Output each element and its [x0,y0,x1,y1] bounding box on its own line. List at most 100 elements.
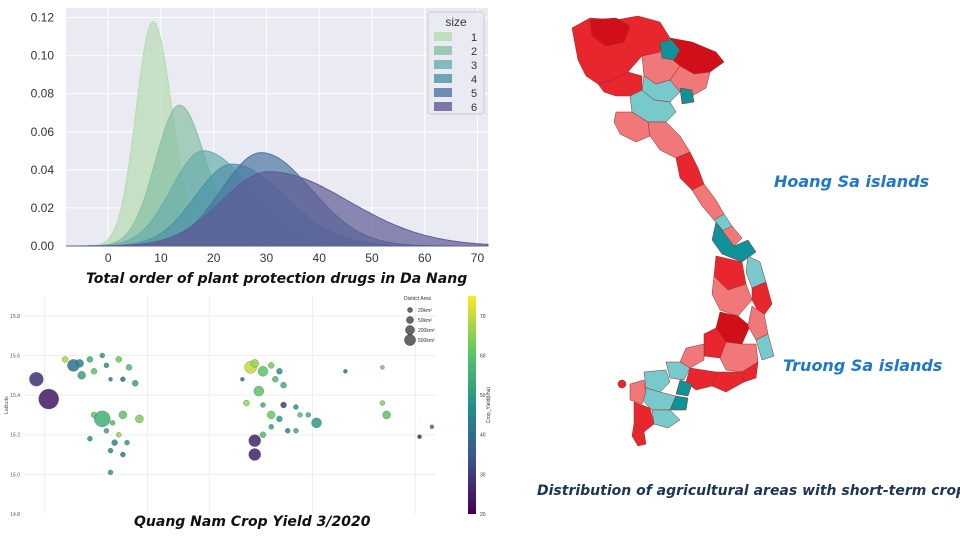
scatter-colorbar-tick-label: 50 [480,393,486,399]
scatter-point [87,436,93,442]
scatter-point [250,359,259,368]
scatter-y-axis-label: Latitude [4,396,10,414]
scatter-y-tick-label: 15.4 [10,393,20,399]
scatter-point [257,366,269,377]
scatter-point [297,412,303,418]
scatter-point [120,451,126,458]
scatter-point [382,410,391,420]
map-region-binh-thuan [711,371,745,393]
scatter-size-legend-marker [405,325,415,335]
scatter-size-legend-marker [406,316,414,324]
scatter-point [280,382,287,389]
scatter-point [285,428,291,434]
scatter-point [267,410,276,420]
map-region-nghe-an [647,121,691,159]
scatter-point [293,404,299,410]
map-region-ha-tinh [675,151,705,191]
scatter-chart: 15.8 15.6 15.4 15.2 15.0 14.8 Latitude District… [4,296,492,518]
scatter-size-legend-marker [407,307,413,313]
map-region-tay-ninh [665,361,691,381]
scatter-size-legend-label: 20km² [418,308,432,314]
kde-legend-swatch-1 [434,32,452,41]
hoang-sa-label: Hoang Sa islands [774,172,930,191]
vietnam-map-panel [520,0,960,540]
scatter-point [75,359,84,368]
kde-x-tick-label: 60 [418,251,432,265]
scatter-size-legend-title: District Area [404,296,431,302]
kde-chart-caption: Total order of plant protection drugs in… [86,271,468,287]
scatter-y-tick-label: 15.6 [10,353,20,359]
scatter-point [243,399,250,407]
map-region-lam-dong [719,341,759,373]
map-region-khanh-hoa [755,333,775,361]
scatter-point [109,420,116,426]
kde-legend-label-2: 2 [471,46,477,58]
scatter-point [38,388,59,410]
scatter-point [103,362,110,369]
kde-legend-label-6: 6 [471,102,477,114]
kde-y-tick-label: 0.04 [31,163,55,177]
scatter-size-legend-marker [404,334,416,346]
scatter-point [248,448,261,461]
scatter-point [86,356,94,363]
scatter-point [429,424,435,429]
scatter-point [268,362,275,369]
map-region-dong-nai [685,367,717,391]
kde-chart: 0.00 0.02 0.04 0.06 0.08 0.10 0.12 0 10 20 30 40 50 6… [31,8,489,265]
scatter-point [111,439,118,446]
scatter-colorbar-tick-label: 40 [480,433,486,439]
kde-y-tick-label: 0.12 [31,11,55,25]
kde-legend-swatch-2 [434,46,452,55]
truong-sa-label: Truong Sa islands [783,356,943,375]
scatter-plot-area [24,296,436,514]
kde-y-tick-label: 0.02 [31,201,55,215]
scatter-point [29,372,44,387]
map-region-north-top [589,17,631,47]
scatter-point [248,434,261,447]
scatter-point [311,417,322,428]
kde-x-tick-label: 30 [260,251,274,265]
map-region-ca-mau-north [633,401,655,433]
scatter-colorbar-tick-label: 70 [480,314,486,320]
kde-y-tick-label: 0.08 [31,87,55,101]
kde-x-tick-label: 40 [313,251,327,265]
scatter-point [280,401,287,409]
map-region-hcmc [675,379,693,397]
scatter-point [343,369,348,374]
map-region-laos-border-west [613,111,651,143]
scatter-point [293,428,299,434]
map-region-mekong-east [669,395,689,411]
map-region-mekong-south [651,409,681,429]
scatter-colorbar-label: Crop_Yield(t/ha) [486,387,492,424]
scatter-point [380,365,385,370]
scatter-point [108,377,113,382]
scatter-chart-caption: Quang Nam Crop Yield 3/2020 [134,514,371,530]
map-region-binh-phuoc [679,343,705,369]
scatter-point [62,356,69,363]
scatter-point [240,377,245,382]
kde-legend-label-3: 3 [471,60,477,72]
kde-legend-label-1: 1 [471,32,477,44]
map-caption: Distribution of agricultural areas with … [537,483,960,499]
kde-y-tick-label: 0.00 [31,239,55,253]
kde-x-tick-label: 20 [207,251,221,265]
kde-x-tick-label: 0 [105,251,112,265]
kde-chart-panel: 0.00 0.02 0.04 0.06 0.08 0.10 0.12 0 10 20 30 40 50 6… [0,0,500,272]
scatter-y-tick-label: 15.0 [10,472,20,478]
kde-legend-title: size [445,15,467,29]
scatter-point [107,447,114,454]
scatter-point [379,400,386,406]
kde-legend-swatch-3 [434,60,452,69]
scatter-point [272,376,279,383]
scatter-point [120,376,126,382]
kde-legend-swatch-5 [434,88,452,97]
scatter-colorbar-tick-label: 30 [480,472,486,478]
scatter-point [259,431,267,438]
scatter-point [107,469,114,476]
scatter-point [115,356,122,363]
map-region-quang-binh [691,183,725,221]
kde-x-tick-label: 70 [471,251,485,265]
scatter-point [125,364,133,371]
map-region-mekong-north [643,369,671,393]
scatter-point [124,440,130,446]
